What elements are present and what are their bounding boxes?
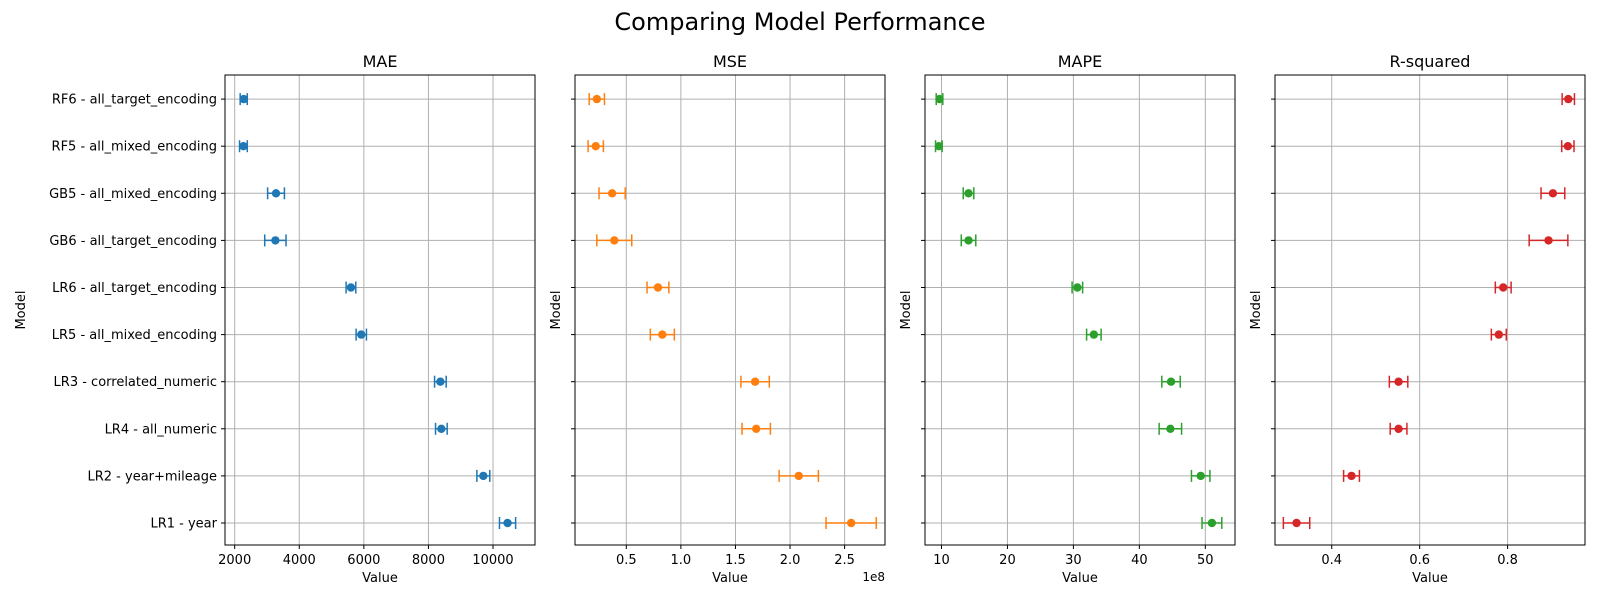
data-point: [346, 283, 356, 292]
x-tick-label: 2.5: [834, 553, 855, 568]
data-point: [1494, 330, 1504, 339]
panel-1: LR1 - year LR2 - year+mileage LR4 - all_nu…: [14, 52, 536, 586]
data-point: [1499, 283, 1508, 292]
data-point: [1166, 424, 1175, 433]
data-point: [1563, 142, 1573, 151]
panel-title: MSE: [713, 52, 747, 71]
panel-title: MAPE: [1058, 52, 1103, 71]
data-point: [610, 236, 619, 245]
data-point: [964, 189, 973, 198]
plot-frame: [224, 74, 536, 546]
data-point: [934, 142, 944, 151]
data-point: [479, 471, 488, 481]
plot-frame: [924, 74, 1236, 546]
y-axis-label: Model: [14, 290, 29, 329]
y-axis-label: Model: [549, 290, 564, 329]
data-point: [591, 142, 600, 151]
x-tick-label: 0.6: [1409, 553, 1430, 568]
data-point: [1166, 377, 1176, 386]
data-point: [1394, 377, 1403, 386]
data-point: [653, 283, 663, 292]
y-tick-label: LR3 - correlated_numeric: [54, 375, 217, 390]
y-tick-label: GB5 - all_mixed_encoding: [49, 187, 217, 202]
data-point: [592, 94, 602, 104]
y-tick-label: LR2 - year+mileage: [88, 469, 218, 484]
data-point: [1196, 471, 1205, 481]
x-axis-label: Value: [712, 571, 748, 586]
data-point: [1089, 330, 1099, 339]
data-point: [1394, 424, 1403, 433]
panel-4: 0.4 0.6 0.8 R-squared Value Model: [1249, 52, 1586, 586]
x-tick-label: 30: [1065, 553, 1082, 568]
x-tick-label: 20: [999, 553, 1016, 568]
data-point: [1292, 518, 1301, 528]
y-tick-label: LR1 - year: [150, 517, 217, 532]
data-point: [1073, 283, 1082, 292]
data-point: [658, 330, 667, 339]
data-point: [1347, 471, 1356, 481]
x-axis-label: Value: [362, 571, 398, 586]
data-point: [271, 236, 280, 245]
data-point: [846, 518, 856, 528]
x-axis-label: Value: [1412, 571, 1448, 586]
x-tick-label: 50: [1197, 553, 1214, 568]
y-tick-label: LR4 - all_numeric: [105, 422, 217, 437]
x-tick-label: 2000: [218, 553, 251, 568]
data-point: [607, 189, 617, 198]
data-point: [1544, 236, 1553, 245]
x-tick-label: 8000: [412, 553, 445, 568]
y-tick-label: GB6 - all_target_encoding: [49, 234, 217, 249]
data-point: [1548, 189, 1558, 198]
data-point: [271, 189, 281, 198]
data-point: [239, 142, 248, 151]
x-tick-label: 10000: [472, 553, 513, 568]
x-tick-label: 6000: [347, 553, 380, 568]
data-point: [437, 424, 446, 433]
panel-title: MAE: [363, 52, 398, 71]
panel-title: R-squared: [1390, 52, 1471, 71]
chart-panels: LR1 - year LR2 - year+mileage LR4 - all_nu…: [14, 52, 1586, 586]
y-tick-label: LR5 - all_mixed_encoding: [52, 328, 217, 343]
data-point: [964, 236, 973, 245]
panel-2: 0.5 1.0 1.5 2.0 2.5 MSE Value Model 1e8: [549, 52, 886, 586]
x-axis-label: Value: [1062, 571, 1098, 586]
panel-3: 10 20 30 40 50 MAPE Value Model: [899, 52, 1236, 586]
y-tick-label: RF5 - all_mixed_encoding: [52, 140, 217, 155]
data-point: [751, 424, 761, 433]
y-axis-label: Model: [899, 290, 914, 329]
x-tick-label: 1.5: [725, 553, 746, 568]
data-point: [503, 518, 512, 528]
x-tick-label: 10: [933, 553, 950, 568]
data-point: [1207, 518, 1217, 528]
x-tick-label: 0.4: [1321, 553, 1342, 568]
x-tick-label: 4000: [283, 553, 316, 568]
x-tick-label: 1.0: [671, 553, 692, 568]
axis-offset-label: 1e8: [862, 570, 885, 584]
figure-title: Comparing Model Performance: [614, 8, 985, 36]
plot-frame: [1274, 74, 1586, 546]
y-tick-label: LR6 - all_target_encoding: [52, 281, 217, 296]
data-point: [239, 94, 248, 104]
data-point: [436, 377, 445, 386]
data-point: [794, 471, 803, 481]
x-tick-label: 2.0: [780, 553, 801, 568]
data-point: [935, 94, 944, 104]
x-tick-label: 40: [1131, 553, 1148, 568]
data-point: [357, 330, 366, 339]
x-tick-label: 0.8: [1497, 553, 1518, 568]
y-tick-label: RF6 - all_target_encoding: [52, 93, 217, 108]
data-point: [750, 377, 760, 386]
x-tick-label: 0.5: [616, 553, 637, 568]
plot-frame: [574, 74, 886, 546]
data-point: [1564, 94, 1573, 104]
y-axis-label: Model: [1249, 290, 1264, 329]
